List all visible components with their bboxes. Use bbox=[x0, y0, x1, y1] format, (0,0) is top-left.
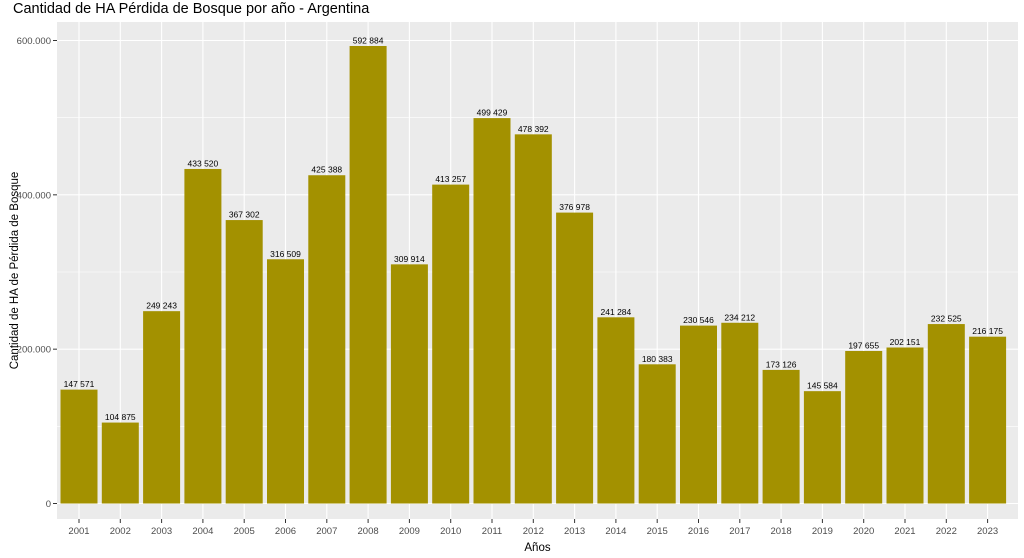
bar-2014 bbox=[597, 317, 635, 504]
bar-2004 bbox=[184, 168, 222, 504]
x-tick-label: 2020 bbox=[853, 526, 874, 537]
x-tick-label: 2007 bbox=[316, 526, 337, 537]
data-label-2017: 234 212 bbox=[724, 312, 755, 322]
x-tick-label: 2013 bbox=[564, 526, 585, 537]
x-tick-label: 2003 bbox=[151, 526, 172, 537]
data-label-2013: 376 978 bbox=[559, 202, 590, 212]
y-axis: 0 200.000 400.000 600.000 bbox=[17, 36, 57, 510]
data-label-2022: 232 525 bbox=[931, 314, 962, 324]
x-tick-label: 2015 bbox=[647, 526, 668, 537]
x-axis: 2001 2002 2003 2004 2005 2006 2007 2008 2009 2010… bbox=[68, 519, 998, 537]
bar-2005 bbox=[225, 220, 263, 504]
y-tick-label: 200.000 bbox=[17, 345, 51, 356]
data-label-2018: 173 126 bbox=[766, 359, 797, 369]
y-tick-label: 400.000 bbox=[17, 190, 51, 201]
bar-2021 bbox=[886, 347, 924, 504]
bar-2017 bbox=[721, 322, 759, 504]
bar-2019 bbox=[803, 391, 841, 504]
x-tick-label: 2017 bbox=[729, 526, 750, 537]
bar-2003 bbox=[143, 311, 181, 504]
x-tick-label: 2022 bbox=[936, 526, 957, 537]
data-label-2004: 433 520 bbox=[188, 158, 219, 168]
data-label-2010: 413 257 bbox=[435, 174, 466, 184]
x-tick-label: 2008 bbox=[358, 526, 379, 537]
data-label-2016: 230 546 bbox=[683, 315, 714, 325]
data-label-2021: 202 151 bbox=[890, 337, 921, 347]
bar-2013 bbox=[556, 212, 594, 504]
bar-2011 bbox=[473, 118, 511, 504]
bar-2018 bbox=[762, 369, 800, 504]
bar-2007 bbox=[308, 175, 346, 504]
x-tick-label: 2010 bbox=[440, 526, 461, 537]
data-label-2020: 197 655 bbox=[848, 340, 879, 350]
bar-2015 bbox=[638, 364, 676, 504]
x-tick-label: 2016 bbox=[688, 526, 709, 537]
bar-2009 bbox=[390, 264, 428, 504]
x-tick-label: 2021 bbox=[894, 526, 915, 537]
data-label-2011: 499 429 bbox=[477, 108, 508, 118]
bar-2016 bbox=[680, 325, 717, 504]
y-tick-label: 0 bbox=[46, 499, 51, 510]
bar-2008 bbox=[349, 45, 387, 504]
x-tick-label: 2019 bbox=[812, 526, 833, 537]
bar-2001 bbox=[60, 389, 98, 504]
data-label-2007: 425 388 bbox=[311, 165, 342, 175]
data-label-2002: 104 875 bbox=[105, 412, 136, 422]
data-label-2003: 249 243 bbox=[146, 301, 177, 311]
data-label-2009: 309 914 bbox=[394, 254, 425, 264]
data-label-2001: 147 571 bbox=[64, 379, 95, 389]
x-tick-label: 2023 bbox=[977, 526, 998, 537]
bar-2012 bbox=[514, 134, 552, 504]
data-label-2012: 478 392 bbox=[518, 124, 549, 134]
x-tick-label: 2012 bbox=[523, 526, 544, 537]
data-label-2019: 145 584 bbox=[807, 381, 838, 391]
bar-2002 bbox=[101, 422, 139, 504]
bar-2010 bbox=[432, 184, 470, 504]
bar-2023 bbox=[969, 336, 1007, 504]
x-tick-label: 2011 bbox=[482, 526, 502, 537]
data-label-2006: 316 509 bbox=[270, 249, 301, 259]
chart-title: Cantidad de HA Pérdida de Bosque por año… bbox=[13, 1, 370, 17]
x-tick-label: 2001 bbox=[68, 526, 89, 537]
x-tick-label: 2014 bbox=[605, 526, 626, 537]
data-labels: 147 571 104 875 249 243 433 520 367 302 316 5… bbox=[64, 35, 1004, 422]
data-label-2023: 216 175 bbox=[972, 326, 1003, 336]
x-tick-label: 2018 bbox=[771, 526, 792, 537]
x-tick-label: 2009 bbox=[399, 526, 420, 537]
x-axis-title: Años bbox=[524, 542, 550, 554]
x-tick-label: 2005 bbox=[234, 526, 255, 537]
x-tick-label: 2006 bbox=[275, 526, 296, 537]
bars bbox=[60, 45, 1007, 504]
y-axis-title: Cantidad de HA de Pérdida de Bosque bbox=[9, 172, 21, 370]
data-label-2008: 592 884 bbox=[353, 35, 384, 45]
y-tick-label: 600.000 bbox=[17, 36, 51, 47]
data-label-2015: 180 383 bbox=[642, 354, 673, 364]
data-label-2014: 241 284 bbox=[601, 307, 632, 317]
bar-2020 bbox=[845, 350, 883, 504]
x-tick-label: 2004 bbox=[192, 526, 213, 537]
x-tick-label: 2002 bbox=[110, 526, 131, 537]
bar-2006 bbox=[267, 259, 304, 504]
data-label-2005: 367 302 bbox=[229, 210, 260, 220]
bar-2022 bbox=[927, 324, 965, 504]
